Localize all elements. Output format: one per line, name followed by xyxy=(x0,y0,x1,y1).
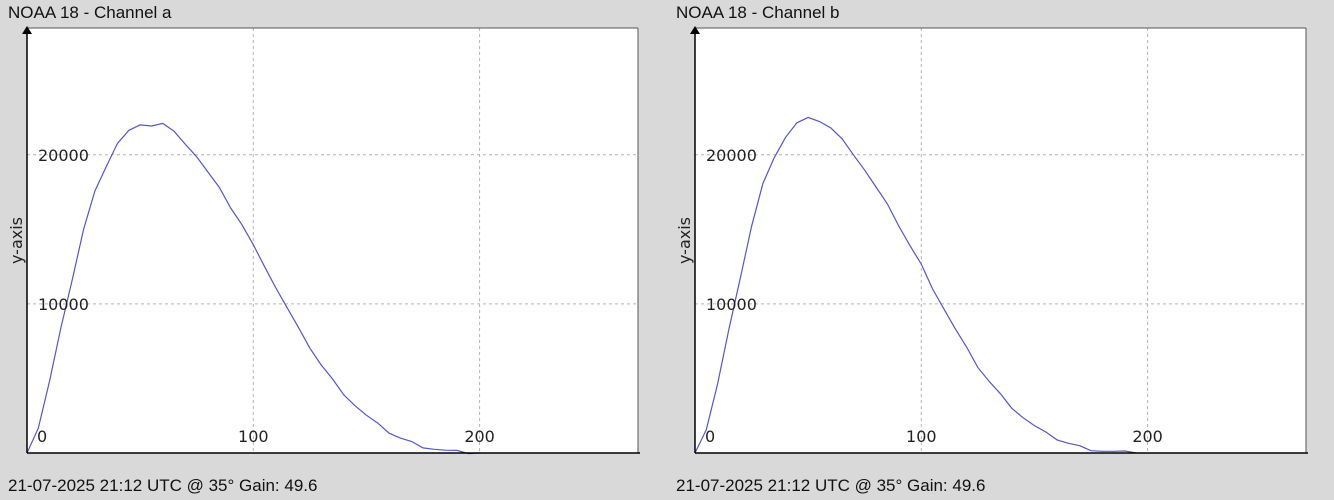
channel-a-data-line xyxy=(26,122,480,455)
channel-a-x-tick-label: 200 xyxy=(464,427,495,446)
channel-b-x-tick-label: 200 xyxy=(1132,427,1163,446)
channel-b-y-axis-label: y-axis xyxy=(675,217,694,264)
channel-a-plot-area xyxy=(27,28,638,453)
channel-b-x-tick-label: 100 xyxy=(906,427,937,446)
channel-a-y-axis-label: y-axis xyxy=(7,217,26,264)
channel-a-x-tick-label: 100 xyxy=(238,427,269,446)
channel-a-footer: 21-07-2025 21:12 UTC @ 35° Gain: 49.6 xyxy=(8,476,318,495)
channel-b-footer: 21-07-2025 21:12 UTC @ 35° Gain: 49.6 xyxy=(676,476,986,495)
channel-b-y-axis-arrow xyxy=(690,26,700,34)
channel-a-y-tick-label: 10000 xyxy=(38,295,89,314)
channel-a-y-tick-label: 20000 xyxy=(38,146,89,165)
channel-a-x-tick-label: 0 xyxy=(37,427,47,446)
channel-a-panel: NOAA 18 - Channel a 0 100 200 10000 20000 y-a… xyxy=(0,0,640,500)
channel-b-y-tick-label: 20000 xyxy=(706,146,757,165)
channel-b-x-tick-label: 0 xyxy=(705,427,715,446)
channel-a-y-axis-arrow xyxy=(22,26,32,34)
channel-b-data-line xyxy=(694,116,1137,454)
channel-a-title: NOAA 18 - Channel a xyxy=(8,3,172,22)
channel-b-plot-area xyxy=(695,28,1306,453)
channel-a-plot: 0 100 200 10000 20000 y-axis xyxy=(7,26,640,455)
channel-b-y-tick-label: 10000 xyxy=(706,295,757,314)
channel-b-plot: 0 100 200 10000 20000 y-axis xyxy=(675,26,1308,454)
channel-b-panel: NOAA 18 - Channel b 0 100 200 10000 20000 y-a… xyxy=(668,0,1308,500)
channel-b-title: NOAA 18 - Channel b xyxy=(676,3,840,22)
